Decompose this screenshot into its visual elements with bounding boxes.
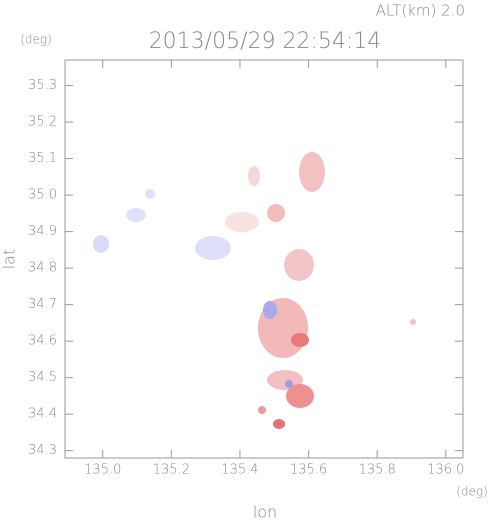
y-unit: (deg): [20, 33, 52, 47]
y-tick-label: 35.1: [28, 151, 57, 166]
y-tick-label: 34.3: [28, 443, 57, 458]
y-label: lat: [0, 249, 19, 270]
y-tick-label: 35.0: [28, 188, 57, 203]
x-tick-label: 135.6: [290, 463, 327, 478]
y-tick-label: 34.6: [28, 334, 57, 349]
x-unit: (deg): [456, 485, 488, 499]
echoes: [93, 152, 416, 429]
x-tick-label: 135.0: [84, 463, 121, 478]
x-tick-label: 135.8: [359, 463, 396, 478]
x-label: lon: [253, 503, 277, 521]
y-tick-label: 34.4: [28, 407, 57, 422]
y-tick-label: 34.7: [28, 297, 57, 312]
altitude: ALT(km) 2.0: [376, 2, 465, 20]
chart-title: 2013/05/29 22:54:14: [149, 29, 382, 54]
y-tick-label: 34.5: [28, 370, 57, 385]
axes: 135.0 135.2 135.4 135.6 135.8 136.0 34.3 34.4 34…: [28, 60, 464, 478]
y-tick-label: 34.8: [28, 261, 57, 276]
plot-frame: [64, 59, 464, 459]
y-tick-label: 35.3: [28, 78, 57, 93]
x-tick-label: 135.2: [153, 463, 190, 478]
x-tick-label: 136.0: [427, 463, 464, 478]
y-tick-label: 35.2: [28, 115, 57, 130]
x-tick-label: 135.4: [221, 463, 258, 478]
y-tick-label: 34.9: [28, 224, 57, 239]
